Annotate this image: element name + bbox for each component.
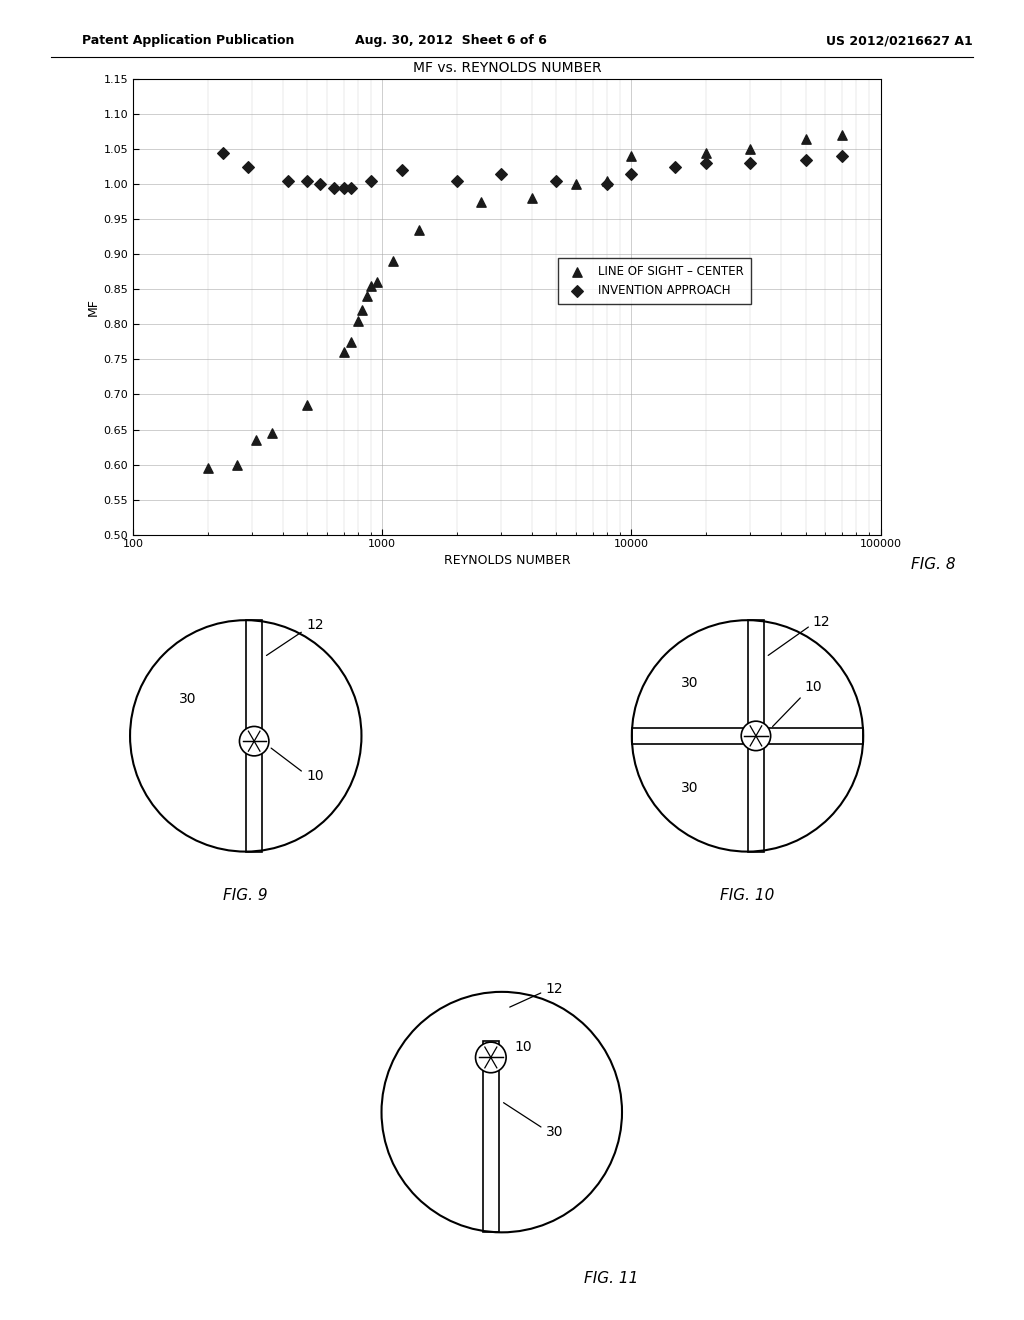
Circle shape (240, 726, 269, 756)
LINE OF SIGHT – CENTER (359, 286, 376, 308)
Text: 30: 30 (179, 692, 197, 706)
LINE OF SIGHT – CENTER (473, 191, 489, 213)
Text: 12: 12 (546, 982, 563, 995)
INVENTION APPROACH (336, 177, 352, 198)
INVENTION APPROACH (668, 156, 684, 177)
Text: 12: 12 (813, 615, 830, 630)
INVENTION APPROACH (742, 153, 759, 174)
INVENTION APPROACH (493, 164, 509, 185)
LINE OF SIGHT – CENTER (299, 395, 315, 416)
Text: 10: 10 (804, 680, 822, 694)
INVENTION APPROACH (241, 156, 257, 177)
INVENTION APPROACH (450, 170, 466, 191)
LINE OF SIGHT – CENTER (599, 170, 615, 191)
Text: 30: 30 (681, 781, 698, 796)
Text: US 2012/0216627 A1: US 2012/0216627 A1 (826, 34, 973, 48)
INVENTION APPROACH (599, 174, 615, 195)
Text: Aug. 30, 2012  Sheet 6 of 6: Aug. 30, 2012 Sheet 6 of 6 (354, 34, 547, 48)
INVENTION APPROACH (698, 153, 715, 174)
LINE OF SIGHT – CENTER (698, 143, 715, 164)
LINE OF SIGHT – CENTER (798, 128, 814, 149)
Text: FIG. 11: FIG. 11 (584, 1271, 638, 1286)
LINE OF SIGHT – CENTER (343, 331, 359, 352)
Bar (749, 620, 764, 851)
LINE OF SIGHT – CENTER (362, 276, 379, 297)
Bar (632, 729, 863, 743)
Circle shape (741, 721, 771, 751)
LINE OF SIGHT – CENTER (336, 342, 352, 363)
INVENTION APPROACH (281, 170, 297, 191)
INVENTION APPROACH (311, 174, 328, 195)
LINE OF SIGHT – CENTER (200, 458, 216, 479)
Text: 10: 10 (515, 1040, 532, 1053)
INVENTION APPROACH (343, 177, 359, 198)
Bar (247, 620, 262, 851)
LINE OF SIGHT – CENTER (624, 145, 640, 166)
LINE OF SIGHT – CENTER (524, 187, 541, 209)
INVENTION APPROACH (834, 145, 850, 166)
INVENTION APPROACH (394, 160, 411, 181)
LINE OF SIGHT – CENTER (369, 272, 385, 293)
Text: 12: 12 (307, 619, 325, 632)
LINE OF SIGHT – CENTER (411, 219, 427, 240)
INVENTION APPROACH (362, 170, 379, 191)
Text: 30: 30 (681, 676, 698, 690)
LINE OF SIGHT – CENTER (354, 300, 371, 321)
Text: 30: 30 (546, 1125, 563, 1139)
Circle shape (475, 1043, 506, 1073)
LINE OF SIGHT – CENTER (834, 124, 850, 145)
INVENTION APPROACH (798, 149, 814, 170)
LINE OF SIGHT – CENTER (350, 310, 367, 331)
Legend: LINE OF SIGHT – CENTER, INVENTION APPROACH: LINE OF SIGHT – CENTER, INVENTION APPROA… (558, 259, 751, 304)
INVENTION APPROACH (215, 143, 231, 164)
Text: FIG. 9: FIG. 9 (223, 888, 268, 903)
Text: 10: 10 (307, 768, 325, 783)
LINE OF SIGHT – CENTER (384, 251, 400, 272)
Text: Patent Application Publication: Patent Application Publication (82, 34, 294, 48)
LINE OF SIGHT – CENTER (742, 139, 759, 160)
INVENTION APPROACH (299, 170, 315, 191)
INVENTION APPROACH (548, 170, 564, 191)
LINE OF SIGHT – CENTER (228, 454, 245, 475)
Title: MF vs. REYNOLDS NUMBER: MF vs. REYNOLDS NUMBER (413, 61, 601, 75)
LINE OF SIGHT – CENTER (263, 422, 280, 444)
INVENTION APPROACH (326, 177, 342, 198)
INVENTION APPROACH (624, 164, 640, 185)
Text: FIG. 8: FIG. 8 (911, 557, 956, 572)
Text: FIG. 10: FIG. 10 (720, 888, 775, 903)
X-axis label: REYNOLDS NUMBER: REYNOLDS NUMBER (443, 553, 570, 566)
Bar (482, 1041, 499, 1233)
LINE OF SIGHT – CENTER (248, 429, 264, 450)
Y-axis label: MF: MF (86, 298, 99, 315)
LINE OF SIGHT – CENTER (568, 174, 585, 195)
